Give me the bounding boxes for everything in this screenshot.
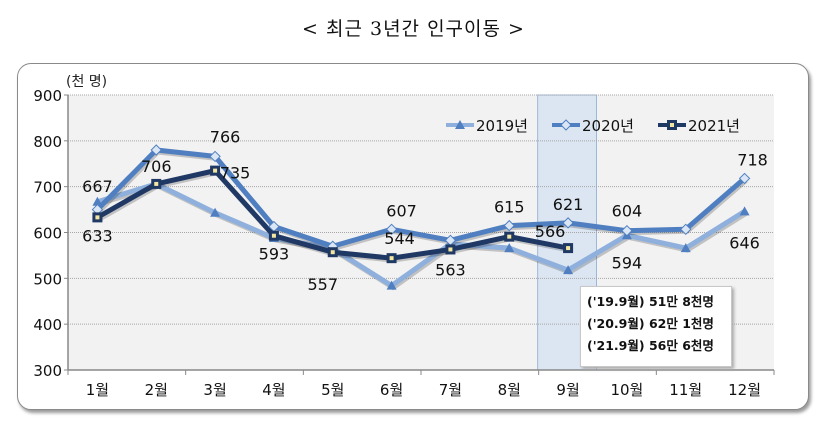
annotation-line-2019: ('19.9월) 51만 8천명: [587, 294, 714, 309]
data-point-marker-center: [507, 234, 512, 239]
data-label: 633: [82, 226, 113, 245]
x-tick-label: 11월: [669, 381, 702, 399]
y-tick-label: 500: [33, 270, 62, 288]
data-label: 557: [307, 275, 338, 294]
legend-marker-center: [670, 123, 674, 127]
annotation-line-2020: ('20.9월) 62만 1천명: [587, 316, 714, 331]
data-point-marker: [680, 223, 692, 235]
chart-title: < 최근 3년간 인구이동 >: [302, 18, 525, 40]
x-tick-label: 8월: [498, 381, 521, 399]
annotation-line-2021: ('21.9월) 56만 6천명: [587, 338, 714, 353]
data-point-marker: [150, 144, 162, 156]
series-line-2019년: [96, 181, 746, 289]
legend-label: 2021년: [688, 117, 740, 135]
data-label: 607: [386, 201, 417, 220]
data-label: 544: [384, 229, 415, 248]
legend-marker: [560, 119, 572, 131]
x-tick-label: 4월: [262, 381, 285, 399]
data-point-marker: [209, 150, 221, 163]
x-tick-label: 3월: [203, 381, 226, 399]
data-point-marker: [738, 172, 751, 185]
data-label: 615: [494, 198, 525, 217]
data-point-marker-center: [95, 215, 100, 220]
y-tick-label: 900: [33, 87, 62, 105]
data-point-marker-center: [213, 168, 218, 173]
data-point-marker-center: [271, 233, 276, 238]
y-tick-label: 600: [33, 225, 62, 243]
legend-label: 2020년: [582, 117, 634, 135]
data-point-marker: [621, 224, 633, 237]
x-tick-label: 12월: [728, 381, 761, 399]
september-annotation-box: ('19.9월) 51만 8천명 ('20.9월) 62만 1천명 ('21.9…: [580, 286, 732, 367]
data-point-marker: [680, 243, 691, 253]
data-point-marker-center: [154, 181, 159, 186]
x-tick-label: 10월: [610, 381, 643, 399]
data-label: 621: [553, 195, 584, 214]
data-label: 594: [612, 253, 643, 272]
data-point-marker: [210, 207, 221, 217]
y-tick-label: 800: [33, 133, 62, 151]
data-label: 766: [210, 127, 241, 146]
data-point-marker: [92, 196, 103, 206]
y-tick-label: 400: [33, 316, 62, 334]
data-label: 706: [141, 157, 172, 176]
y-tick-label: 700: [33, 179, 62, 197]
data-label: 735: [220, 164, 251, 183]
data-label: 563: [435, 260, 466, 279]
data-point-marker: [739, 206, 750, 216]
data-point-marker: [386, 280, 397, 290]
data-point-marker: [562, 217, 574, 229]
series-line-2020년: [95, 147, 747, 249]
data-point-marker-center: [448, 247, 453, 252]
data-point-marker: [563, 265, 574, 275]
data-label: 566: [535, 222, 566, 241]
data-point-marker: [503, 219, 515, 232]
x-tick-label: 7월: [439, 381, 462, 399]
data-label: 593: [259, 245, 290, 264]
data-point-marker-center: [330, 250, 335, 255]
data-point-marker-center: [566, 246, 571, 251]
y-axis-unit-label: (천 명): [66, 74, 107, 90]
legend-marker: [455, 120, 465, 129]
x-tick-label: 9월: [556, 381, 579, 399]
data-label: 667: [82, 177, 113, 196]
x-tick-label: 6월: [380, 381, 403, 399]
data-point-marker-center: [389, 256, 394, 261]
data-label: 718: [737, 150, 768, 169]
data-point-marker: [504, 243, 515, 253]
data-label: 604: [612, 202, 643, 221]
x-tick-label: 2월: [145, 381, 168, 399]
data-label: 646: [729, 233, 760, 252]
legend-label: 2019년: [476, 117, 528, 135]
y-tick-label: 300: [33, 362, 62, 380]
x-tick-label: 1월: [86, 381, 109, 399]
data-point-marker: [385, 223, 398, 235]
x-tick-label: 5월: [321, 381, 344, 399]
